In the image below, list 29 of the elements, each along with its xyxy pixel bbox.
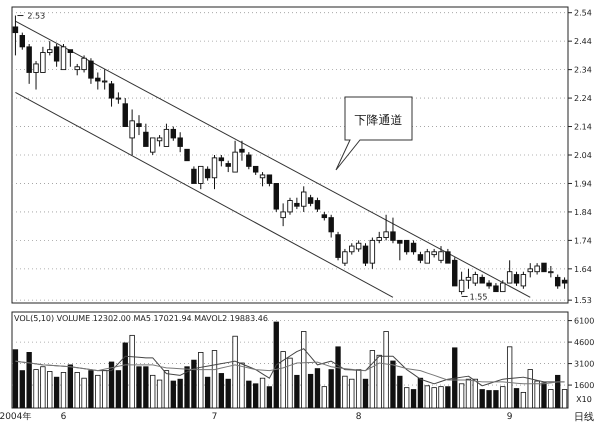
y-tick-label: 1600 — [574, 381, 594, 390]
line-series — [14, 360, 566, 384]
y-tick-label: 2.44 — [574, 37, 592, 46]
y-tick-label: 2.14 — [574, 122, 592, 132]
candlestick — [184, 148, 190, 162]
y-tick-label: 6100 — [574, 316, 594, 326]
x-tick-label: 9 — [506, 412, 513, 422]
annotation: 1.55 — [470, 292, 488, 302]
candlestick — [12, 15, 18, 56]
y-tick-label: 2.54 — [574, 8, 592, 18]
y-tick-label: 1.53 — [574, 296, 592, 306]
x-tick-label: 6 — [60, 412, 67, 422]
y-tick-label: 2.24 — [574, 94, 592, 104]
annotation: 2.53 — [27, 12, 46, 21]
y-tick-label: 1.94 — [574, 179, 592, 188]
y-tick-label: 1.64 — [574, 264, 592, 274]
y-tick-label: 2.34 — [574, 66, 592, 75]
text: X10 — [576, 395, 592, 404]
x-tick-label: 8 — [356, 412, 362, 422]
x-tick-label: 2004年 — [0, 411, 32, 422]
y-tick-label: 1.74 — [574, 236, 592, 246]
chart-title: VOL(5,10) VOLUME 12302.00 MA5 17021.94 MAVOL2 19883.46 — [14, 314, 268, 323]
y-tick-label: 4600 — [574, 338, 594, 348]
y-tick-label: 3100 — [574, 360, 594, 369]
x-tick-label: 7 — [212, 412, 218, 422]
y-tick-label: 2.04 — [574, 151, 592, 160]
text: 日线 — [574, 411, 594, 423]
y-tick-label: 1.84 — [574, 208, 592, 217]
annotation: 下降通道 — [354, 113, 402, 127]
